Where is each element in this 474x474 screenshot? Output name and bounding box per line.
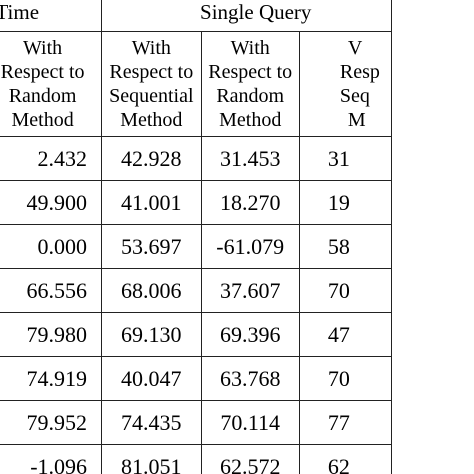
table-cell: 0.000 [0,224,103,269]
header-line: With [230,37,270,59]
table-cell: 66.556 [0,268,103,313]
table-row: -1.096 81.051 62.572 62 [0,444,393,474]
header-line: With [22,37,63,59]
table-cell: 79.980 [0,312,103,357]
table-cell: 58 [298,224,393,269]
header-line: Method [120,109,183,131]
table-cell: 70 [298,356,393,401]
sub-header-col-1: With Respect to Random Method [0,31,103,137]
header-line: Respect to [208,61,293,83]
header-line: Random [8,85,77,107]
table-cell: 74.919 [0,356,103,401]
table-cell: 77 [298,400,393,445]
table-row: 0.000 53.697 -61.079 58 [0,224,393,269]
header-line: Method [219,109,282,131]
group-header-row: cess Time Single Query [0,0,392,32]
table-cell: 74.435 [101,400,202,445]
table-cell: 69.396 [200,312,300,357]
sub-header-col-2: With Respect to Sequential Method [101,31,202,137]
table-cell: 62 [298,444,393,474]
table-cell: 68.006 [101,268,202,313]
sub-header-col-3: With Respect to Random Method [200,31,300,137]
table-cell: 19 [298,180,393,225]
table-row: 79.980 69.130 69.396 47 [0,312,393,357]
header-line: Seq [339,85,370,107]
header-line: Sequential [109,85,194,107]
table-body: 2.432 42.928 31.453 31 49.900 41.001 18.… [0,136,393,474]
table-row: 49.900 41.001 18.270 19 [0,180,393,225]
table-row: 74.919 40.047 63.768 70 [0,356,393,401]
header-line: Respect to [109,61,194,83]
table-cell: 31.453 [200,136,300,181]
group-header-single-query: Single Query [101,0,392,32]
header-line: Method [11,109,74,131]
table-cell: 69.130 [101,312,202,357]
table-cell: 49.900 [0,180,103,225]
table-cell: 41.001 [101,180,202,225]
table-cell: 47 [298,312,393,357]
header-line: Respect to [0,61,85,83]
sub-header-row: o al With Respect to Random Method With … [0,31,393,137]
header-line: V [347,37,363,59]
table-cell: 79.952 [0,400,103,445]
table-cell: -1.096 [0,444,103,474]
table-row: 2.432 42.928 31.453 31 [0,136,393,181]
table-cell: 70.114 [200,400,300,445]
table-row: 66.556 68.006 37.607 70 [0,268,393,313]
results-table: cess Time Single Query o al With Respect… [0,0,393,474]
table-cell: 31 [298,136,393,181]
table-cell: -61.079 [200,224,300,269]
table-row: 79.952 74.435 70.114 77 [0,400,393,445]
table-cell: 2.432 [0,136,103,181]
table-cell: 70 [298,268,393,313]
group-header-access-time: cess Time [0,0,103,32]
header-line: M [347,109,366,131]
table-cell: 37.607 [200,268,300,313]
header-line: With [131,37,171,59]
table-cell: 62.572 [200,444,300,474]
header-line: Resp [339,61,380,83]
table-cell: 40.047 [101,356,202,401]
table-cell: 18.270 [200,180,300,225]
table-cell: 63.768 [200,356,300,401]
sub-header-col-4: V Resp Seq M [298,31,393,137]
header-line: Random [216,85,285,107]
table-cell: 42.928 [101,136,202,181]
table-cell: 53.697 [101,224,202,269]
table-cell: 81.051 [101,444,202,474]
